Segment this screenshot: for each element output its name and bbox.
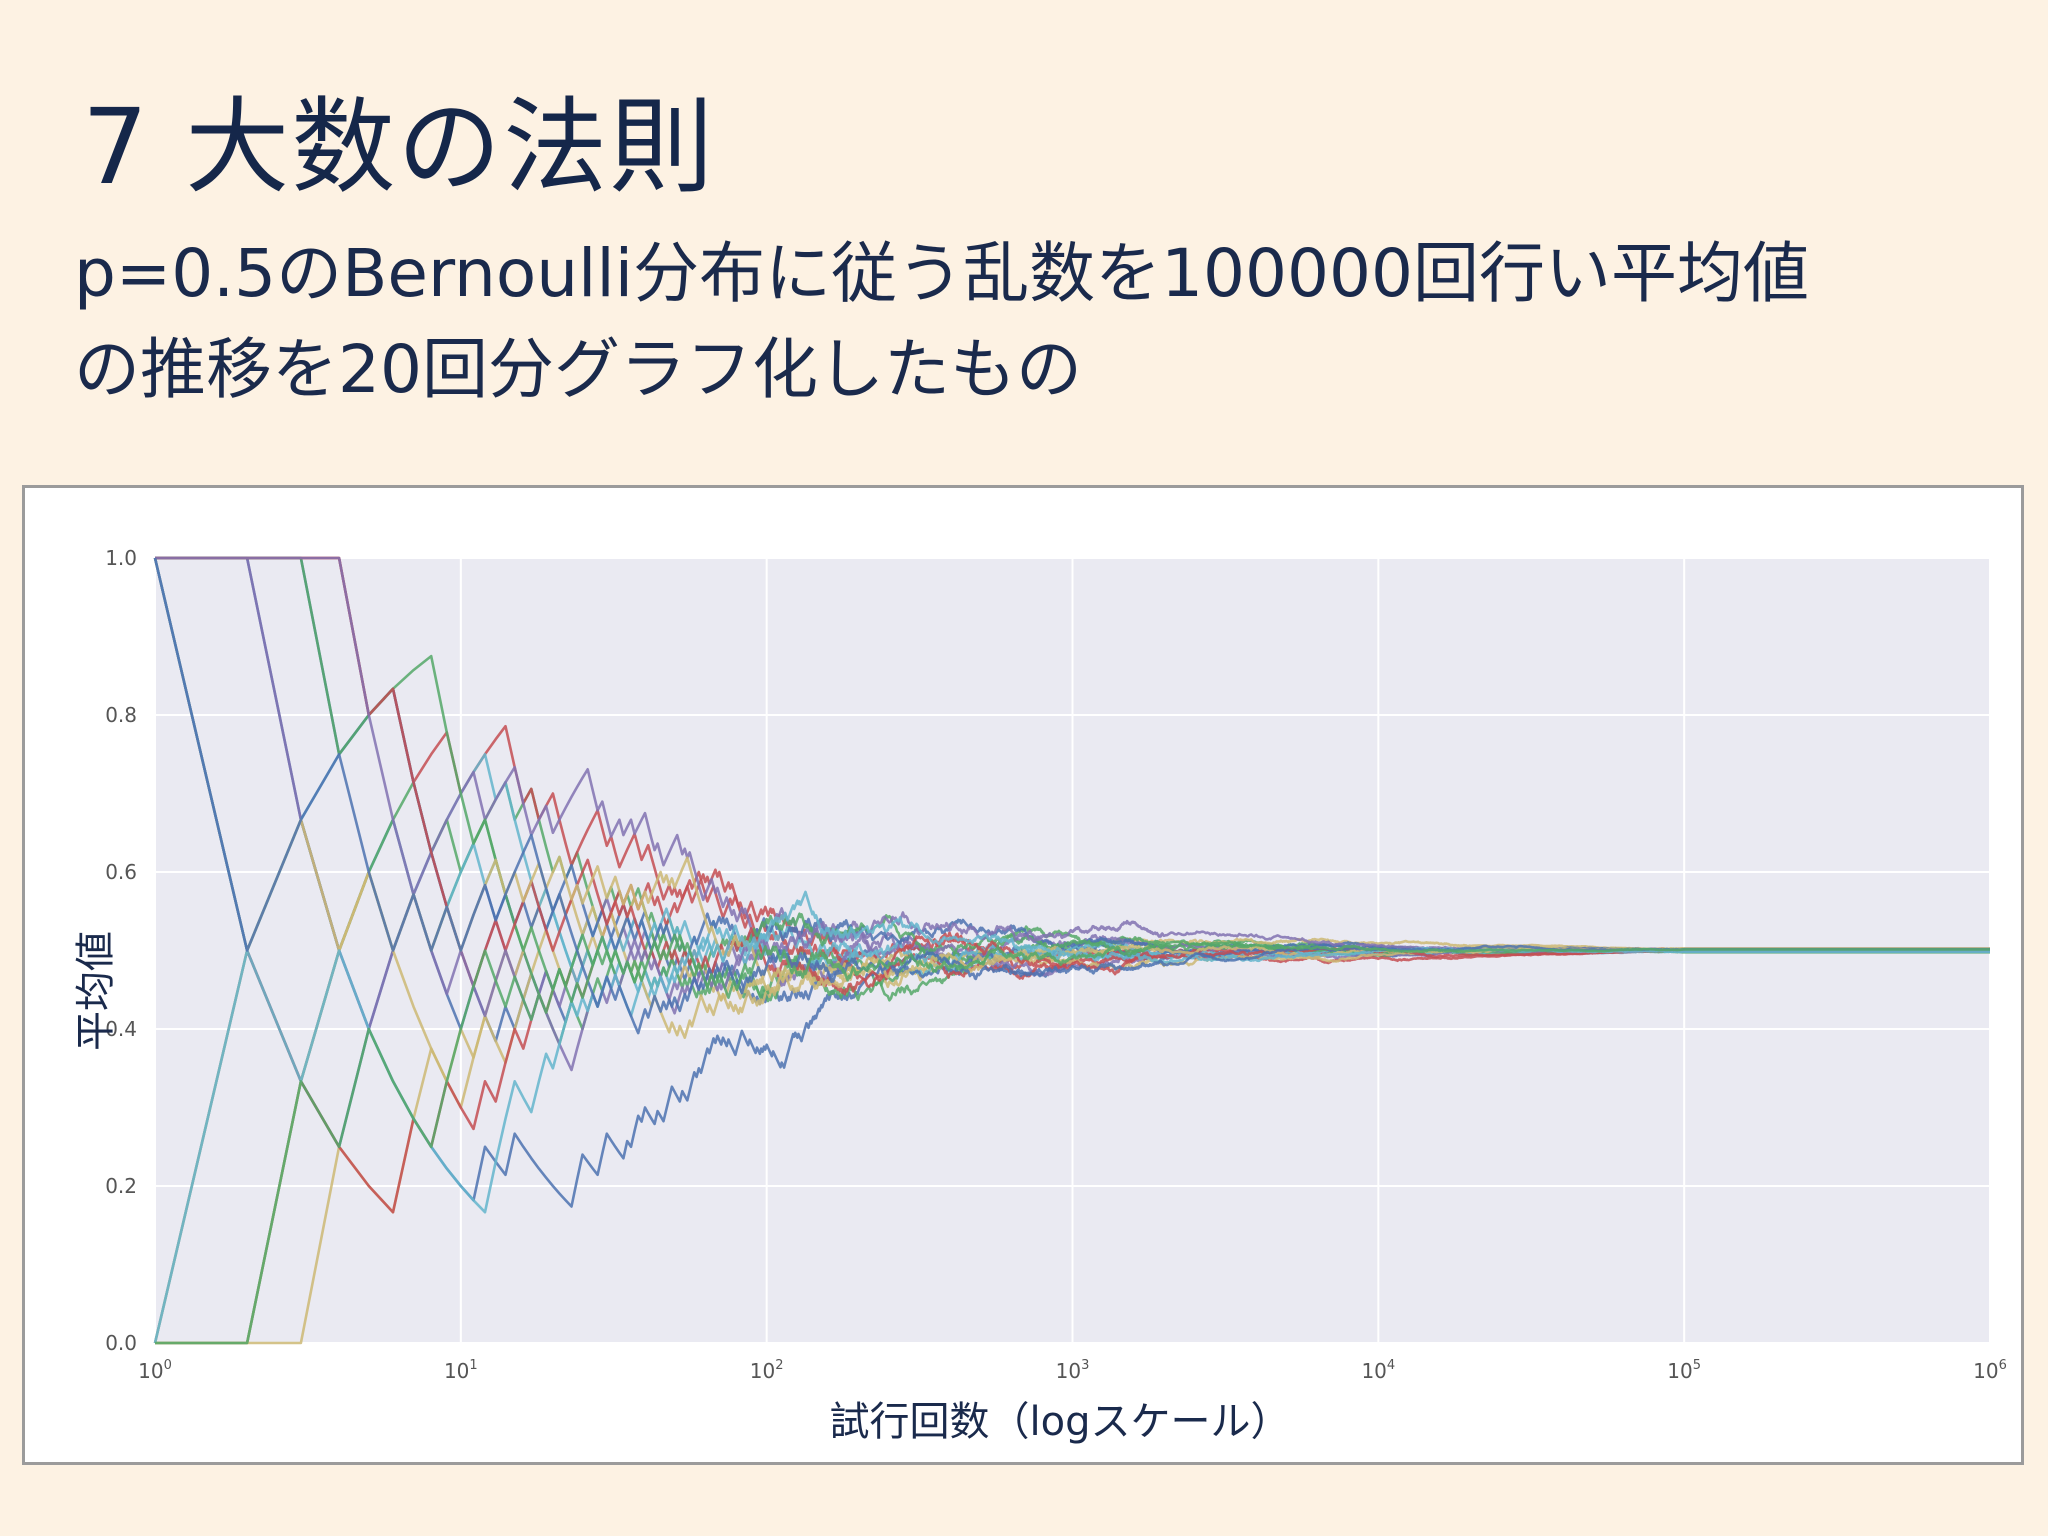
series-line bbox=[155, 933, 1990, 1345]
y-axis-label: 平均値 bbox=[73, 931, 119, 1051]
x-tick-labels: 100 101 102 103 104 105 106 bbox=[138, 1358, 2007, 1383]
y-tick-labels: 0.0 0.2 0.4 0.6 0.8 1.0 bbox=[105, 546, 137, 1355]
x-tick-label: 106 bbox=[1973, 1358, 2007, 1383]
y-tick-label: 0.8 bbox=[105, 703, 137, 727]
slide-title: 7 大数の法則 bbox=[82, 86, 716, 208]
x-tick-label: 103 bbox=[1056, 1358, 1090, 1383]
y-tick-label: 1.0 bbox=[105, 546, 137, 570]
x-axis-label: 試行回数（logスケール） bbox=[830, 1399, 1291, 1445]
chart-frame: 0.0 0.2 0.4 0.6 0.8 1.0 100 101 102 103 104 105 106… bbox=[22, 485, 2024, 1465]
y-tick-label: 0.2 bbox=[105, 1174, 137, 1198]
slide-subtitle: p=0.5のBernoulli分布に従う乱数を100000回行い平均値 の推移を… bbox=[74, 226, 1974, 418]
chart-svg: 0.0 0.2 0.4 0.6 0.8 1.0 100 101 102 103 104 105 106… bbox=[73, 546, 2007, 1445]
y-tick-label: 0.4 bbox=[105, 1017, 137, 1041]
y-tick-label: 0.0 bbox=[105, 1331, 137, 1355]
x-tick-label: 102 bbox=[750, 1358, 784, 1383]
y-tick-label: 0.6 bbox=[105, 860, 137, 884]
x-tick-label: 101 bbox=[444, 1358, 478, 1383]
series-group bbox=[153, 556, 1990, 1345]
x-tick-label: 104 bbox=[1361, 1358, 1395, 1383]
subtitle-line-2: の推移を20回分グラフ化したもの bbox=[74, 331, 1082, 408]
x-tick-label: 100 bbox=[138, 1358, 172, 1383]
subtitle-line-1: p=0.5のBernoulli分布に従う乱数を100000回行い平均値 bbox=[74, 235, 1810, 312]
x-tick-label: 105 bbox=[1667, 1358, 1701, 1383]
